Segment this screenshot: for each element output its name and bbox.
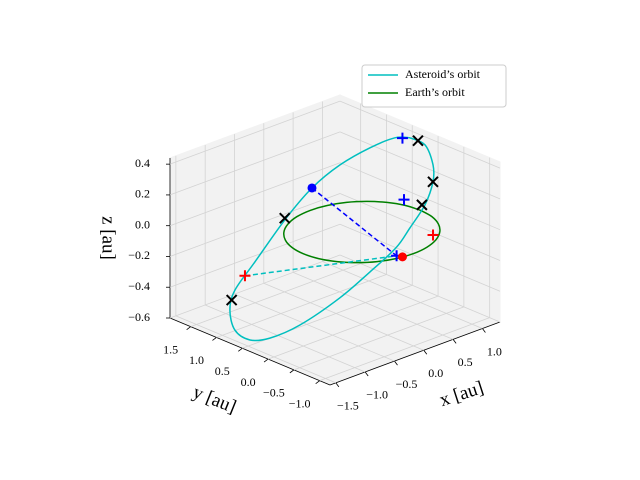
grid-line — [319, 317, 490, 382]
grid-line — [169, 131, 341, 196]
tick-mark — [186, 326, 191, 330]
x-marker — [427, 176, 439, 188]
z-tick-label: 0.0 — [135, 217, 150, 231]
legend-label: Earth’s orbit — [405, 85, 465, 99]
grid-line — [339, 162, 501, 231]
y-tick-label: 1.0 — [189, 353, 204, 367]
x-tick-label: −0.5 — [396, 377, 418, 391]
z-tick-label: 0.2 — [135, 187, 150, 201]
plot-area — [225, 132, 441, 342]
point-marker — [307, 183, 317, 193]
x-axis-line — [329, 321, 501, 386]
grid-line — [293, 306, 465, 371]
tick-mark — [212, 337, 217, 341]
x-tick-label: 0.0 — [428, 366, 443, 380]
grid-line — [339, 131, 501, 200]
y-tick-label: 1.5 — [163, 342, 178, 356]
plus-marker — [398, 194, 410, 206]
tick-mark — [263, 358, 269, 363]
grid-line — [169, 193, 341, 257]
grid-line — [339, 100, 501, 169]
tick-mark — [289, 369, 295, 374]
dashed-line — [311, 187, 398, 257]
grid-line — [267, 295, 439, 360]
grid-line — [339, 223, 501, 292]
x-tick-label: −1.5 — [337, 399, 359, 413]
x-tick-label: 0.5 — [458, 355, 473, 369]
dashed-line — [244, 255, 397, 277]
y-tick-label: −1.0 — [289, 396, 311, 410]
y-axis-line — [169, 317, 331, 386]
z-axis-label: z [au] — [98, 216, 119, 260]
tick-mark — [452, 339, 457, 344]
grid-line — [190, 263, 361, 328]
z-tick-label: −0.4 — [128, 279, 150, 293]
tick-mark — [315, 380, 320, 384]
point-marker — [397, 252, 407, 262]
x-marker — [225, 294, 238, 306]
grid-line — [339, 254, 501, 323]
x-tick-label: −1.0 — [366, 388, 388, 402]
z-tick-label: −0.6 — [128, 310, 150, 324]
grid-line — [175, 315, 337, 384]
z-tick-label: 0.4 — [135, 156, 150, 170]
legend-label: Asteroid’s orbit — [405, 67, 481, 81]
grid-line — [216, 274, 387, 338]
y-tick-label: 0.5 — [215, 364, 230, 378]
x-tick-label: 1.0 — [487, 344, 502, 358]
y-tick-label: −0.5 — [263, 386, 285, 400]
tick-mark — [364, 371, 369, 377]
plus-marker — [239, 270, 251, 282]
grid-line — [169, 254, 341, 319]
y-tick-label: 0.0 — [241, 375, 256, 389]
grid-line — [292, 272, 454, 340]
grid-line — [263, 282, 424, 351]
tick-mark — [238, 347, 243, 352]
plus-marker — [396, 132, 408, 144]
grid-line — [205, 304, 366, 373]
orbit-line — [283, 200, 441, 264]
z-tick-label: −0.2 — [128, 248, 150, 262]
grid-line — [169, 223, 341, 288]
tick-mark — [335, 382, 340, 388]
grid-line — [322, 261, 483, 329]
plus-marker — [427, 229, 439, 241]
grid-line — [169, 162, 341, 227]
orbit-line — [229, 136, 435, 342]
grid-line — [169, 100, 341, 165]
legend: Asteroid’s orbit Earth’s orbit — [361, 64, 507, 108]
tick-mark — [394, 360, 398, 366]
tick-mark — [482, 328, 486, 333]
tick-mark — [423, 350, 428, 355]
x-marker — [416, 199, 428, 211]
grid-line — [234, 293, 395, 362]
grid-line — [339, 193, 501, 261]
x-marker — [412, 134, 424, 147]
x-marker — [279, 212, 291, 224]
